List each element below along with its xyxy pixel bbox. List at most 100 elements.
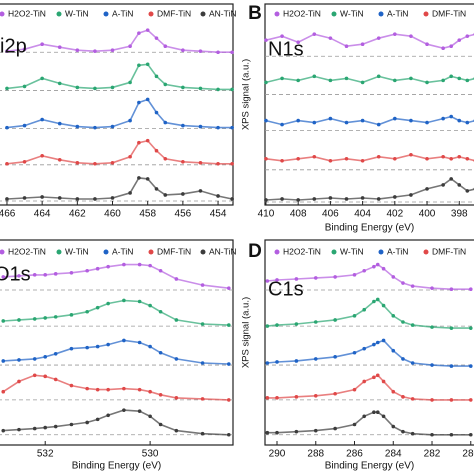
- data-point: [69, 271, 74, 275]
- data-point: [106, 387, 110, 392]
- data-point: [128, 44, 132, 49]
- legend-marker: [331, 11, 337, 17]
- data-point: [174, 396, 179, 400]
- data-point: [441, 154, 445, 159]
- data-point: [449, 114, 453, 119]
- legend-marker: [200, 249, 206, 255]
- data-point: [40, 195, 44, 199]
- data-point: [69, 422, 74, 427]
- data-point: [85, 345, 89, 350]
- data-point: [40, 76, 44, 81]
- legend-label: W-TiN: [340, 8, 364, 18]
- data-point: [95, 417, 100, 422]
- data-point: [230, 87, 234, 92]
- data-point: [275, 430, 279, 435]
- data-point: [328, 116, 333, 121]
- series-line: [2, 374, 229, 401]
- data-point: [265, 361, 270, 365]
- data-point: [360, 196, 365, 200]
- data-point: [32, 357, 37, 361]
- x-tick-label: 410: [258, 209, 275, 220]
- data-point: [381, 303, 386, 308]
- data-point: [1, 428, 6, 433]
- data-point: [425, 80, 429, 85]
- data-point: [362, 346, 367, 351]
- data-point: [128, 191, 132, 195]
- data-point: [296, 78, 300, 83]
- data-point: [313, 320, 318, 324]
- data-point: [17, 379, 21, 384]
- legend-label: H2O2-TiN: [283, 8, 321, 18]
- data-point: [95, 387, 100, 392]
- data-point: [280, 122, 284, 127]
- data-point: [17, 358, 21, 362]
- legend-marker: [274, 249, 280, 255]
- x-tick-label: 458: [139, 209, 156, 220]
- data-point: [75, 197, 80, 201]
- data-point: [85, 420, 89, 425]
- data-point: [275, 360, 279, 364]
- data-point: [425, 42, 429, 46]
- data-point: [200, 431, 205, 436]
- data-point: [227, 286, 231, 290]
- data-point: [409, 152, 413, 157]
- data-point: [264, 38, 268, 42]
- series-line: [267, 339, 471, 367]
- x-tick-label: 460: [104, 209, 121, 220]
- x-tick-label: 408: [290, 209, 307, 220]
- series-line: [267, 411, 471, 436]
- data-point: [230, 197, 234, 201]
- data-point: [264, 156, 268, 161]
- data-point: [410, 361, 415, 365]
- data-point: [328, 36, 333, 40]
- data-point: [230, 161, 234, 166]
- data-point: [328, 78, 333, 83]
- legend-marker: [378, 249, 384, 255]
- data-point: [32, 426, 37, 431]
- series-line: [6, 98, 233, 129]
- data-point: [381, 266, 386, 271]
- data-point: [457, 76, 462, 81]
- data-point: [110, 196, 115, 200]
- x-tick-label: 402: [386, 209, 403, 220]
- data-point: [468, 364, 473, 368]
- data-point: [265, 430, 270, 435]
- data-point: [75, 124, 80, 129]
- data-point: [122, 262, 126, 267]
- series-line: [265, 153, 474, 162]
- data-point: [106, 413, 110, 418]
- data-point: [465, 189, 470, 193]
- data-point: [145, 28, 150, 32]
- data-point: [163, 193, 168, 197]
- data-point: [362, 268, 367, 273]
- data-point: [296, 198, 300, 202]
- data-point: [43, 316, 48, 320]
- data-point: [360, 158, 365, 163]
- data-point: [360, 42, 365, 46]
- data-point: [376, 74, 381, 79]
- series-line: [265, 33, 474, 50]
- data-point: [53, 272, 58, 276]
- x-axis-title: Binding Energy (eV): [325, 461, 415, 472]
- data-point: [401, 281, 405, 285]
- data-point: [360, 80, 365, 85]
- data-point: [69, 383, 74, 388]
- x-tick-label: 280: [462, 449, 474, 460]
- data-point: [174, 318, 179, 322]
- data-point: [93, 86, 97, 91]
- legend-label: AN-TiN: [209, 8, 237, 18]
- data-point: [375, 410, 380, 415]
- data-point: [137, 176, 141, 180]
- data-point: [328, 158, 333, 163]
- data-point: [333, 355, 337, 359]
- data-point: [352, 387, 357, 392]
- data-point: [401, 429, 405, 434]
- x-tick-label: 462: [69, 209, 86, 220]
- data-point: [294, 322, 299, 326]
- data-point: [137, 140, 141, 145]
- data-point: [57, 157, 62, 162]
- series-line: [265, 75, 474, 84]
- data-point: [5, 161, 9, 166]
- data-point: [441, 183, 445, 187]
